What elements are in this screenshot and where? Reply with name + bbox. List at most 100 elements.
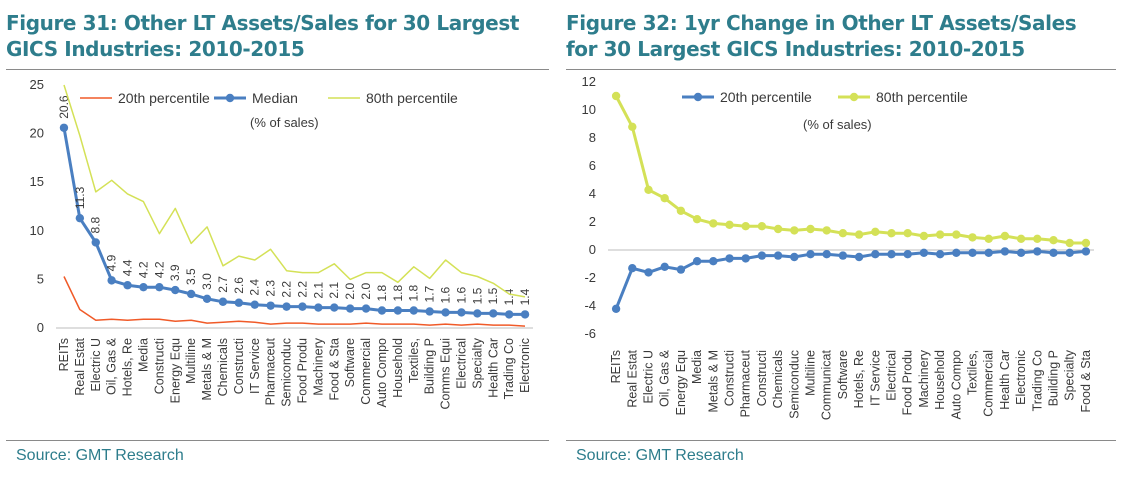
fig32-x-category-label: Food Produ xyxy=(901,350,915,415)
fig32-series-0-point xyxy=(968,248,977,257)
fig31-data-label: 3.9 xyxy=(168,264,182,281)
fig31-data-label: 4.9 xyxy=(105,254,119,271)
fig32-y-tick-label: 2 xyxy=(589,214,596,229)
fig31-series-1-point xyxy=(107,276,116,285)
fig32-series-0-point xyxy=(919,248,929,257)
figure-32-title-line2: for 30 Largest GICS Industries: 2010-201… xyxy=(566,37,1025,61)
fig31-x-category-label: Semiconduc xyxy=(280,338,294,407)
figure-32-chart: -6 -4 -2 0 2 4 6 8 10 12 REITs Real Estat Electric U… xyxy=(582,74,1094,420)
fig31-x-category-label: Textiles, xyxy=(407,338,421,383)
fig31-series-1-point xyxy=(218,297,228,306)
fig32-y-tick-label: 6 xyxy=(589,158,596,173)
fig31-series-1-point xyxy=(314,303,323,312)
fig32-series-0-point xyxy=(676,265,686,274)
fig31-data-label: 2.0 xyxy=(359,283,373,300)
fig32-series-1-point xyxy=(871,227,880,236)
fig31-legend-marker-1 xyxy=(225,93,235,103)
fig31-data-label: 2.2 xyxy=(295,281,309,298)
fig31-x-category-label: Constructi xyxy=(232,338,246,394)
fig31-series-2-line xyxy=(63,84,526,298)
fig32-y-tick-label: 12 xyxy=(582,74,596,89)
fig32-y-tick-label: -2 xyxy=(584,270,596,285)
fig32-x-category-label: Machinery xyxy=(917,349,931,407)
fig31-x-category-label: Hotels, Re xyxy=(121,338,135,396)
fig31-x-category-label: Software xyxy=(343,338,357,387)
fig32-legend-marker-0 xyxy=(693,92,703,102)
fig32-series-0-point xyxy=(871,250,880,259)
fig32-series-0-point xyxy=(984,248,993,257)
fig32-series-0-point xyxy=(628,264,637,273)
fig31-series-1-point xyxy=(139,282,148,292)
fig32-x-category-label: Communicat xyxy=(820,349,834,420)
fig31-series-1-point xyxy=(361,304,371,313)
fig31-x-category-label: Oil, Gas & xyxy=(105,337,119,395)
fig31-series-1-point xyxy=(266,301,275,310)
fig31-series-1-point xyxy=(345,304,355,313)
fig32-x-category-label: Household xyxy=(933,350,947,410)
fig31-x-category-label: Machinery xyxy=(311,337,325,395)
fig31-data-label: 1.8 xyxy=(407,284,421,301)
fig31-x-category-label: REITs xyxy=(57,338,71,371)
fig32-x-category-label: Metals & M xyxy=(706,350,720,413)
fig32-series-1-point xyxy=(1033,234,1042,243)
fig31-x-category-label: Metals & M xyxy=(200,338,214,401)
fig32-series-0-point xyxy=(1000,247,1010,256)
fig31-x-category-label: Household xyxy=(391,338,405,398)
fig31-series-1-point xyxy=(504,310,514,319)
figure-31-top-rule xyxy=(6,69,549,70)
fig32-series-0-point xyxy=(1016,248,1026,257)
fig32-series-1-point xyxy=(806,224,815,234)
fig31-series-1-point xyxy=(282,302,291,311)
fig31-data-label: 4.2 xyxy=(136,261,150,278)
figure-31-title: Figure 31: Other LT Assets/Sales for 30 … xyxy=(6,10,549,62)
fig32-x-category-label: Food & Sta xyxy=(1079,350,1093,413)
fig31-x-category-label: Comms Equi xyxy=(439,338,453,410)
figure-32-bottom-rule xyxy=(566,440,1116,441)
fig31-x-category-label: Constructi xyxy=(152,338,166,394)
fig32-series-1-point xyxy=(838,229,848,238)
fig31-series-1-point xyxy=(457,308,466,317)
fig31-series-1-point xyxy=(250,300,259,309)
fig31-series-1-point xyxy=(298,302,307,311)
fig31-data-label: 8.8 xyxy=(89,216,103,233)
figure-31-title-line1: Figure 31: Other LT Assets/Sales for 30 … xyxy=(6,11,520,35)
fig32-x-category-label: Electrical xyxy=(885,350,899,401)
fig32-series-0-point xyxy=(838,251,848,260)
fig31-data-label: 2.0 xyxy=(343,283,357,300)
figure-32-panel: Figure 32: 1yr Change in Other LT Assets… xyxy=(560,0,1122,480)
fig31-data-label: 3.0 xyxy=(200,273,214,290)
fig31-series-1-point xyxy=(75,213,85,223)
fig32-y-tick-label: 8 xyxy=(589,130,596,145)
figure-31-chart: 0 5 10 15 20 25 REITs Real Estat Electric U Oil, … xyxy=(30,77,533,410)
fig31-series-1-point xyxy=(91,238,100,247)
fig31-data-label: 20.6 xyxy=(57,95,71,119)
fig32-y-tick-label: 4 xyxy=(589,186,596,201)
fig31-data-label: 2.1 xyxy=(311,282,325,299)
fig32-y-tick-label: -6 xyxy=(584,326,596,341)
fig32-series-0-point xyxy=(611,304,621,313)
fig31-series-1-point xyxy=(520,310,530,319)
fig32-series-1-point xyxy=(773,224,783,234)
fig32-legend-marker-1 xyxy=(849,92,859,102)
fig31-y-tick-label: 10 xyxy=(30,223,44,238)
figure-31-bottom-rule xyxy=(6,440,549,441)
fig32-series-1-point xyxy=(1000,231,1010,241)
fig32-x-category-label: Software xyxy=(836,350,850,399)
fig32-legend-label-0: 20th percentile xyxy=(720,89,812,105)
fig31-x-category-label: Electrical xyxy=(454,338,468,389)
fig32-y-tick-label: -4 xyxy=(584,298,596,313)
fig32-x-category-label: REITs xyxy=(609,350,623,383)
fig32-series-0-point xyxy=(887,250,896,259)
fig31-x-category-label: Real Estat xyxy=(73,337,87,395)
fig32-series-0-point xyxy=(1033,247,1042,256)
fig32-series-0-point xyxy=(952,248,961,257)
fig32-x-category-label: Energy Equ xyxy=(674,350,688,415)
fig31-unit-note: (% of sales) xyxy=(250,115,319,130)
fig31-x-category-label: Media xyxy=(136,338,150,372)
fig31-series-1-point xyxy=(59,123,69,132)
fig32-series-0-point xyxy=(822,250,831,259)
fig32-series-0-point xyxy=(1065,248,1074,257)
fig31-x-category-label: Pharmaceut xyxy=(264,337,278,405)
fig31-data-label: 1.6 xyxy=(439,286,453,303)
fig32-series-0-point xyxy=(692,257,702,266)
